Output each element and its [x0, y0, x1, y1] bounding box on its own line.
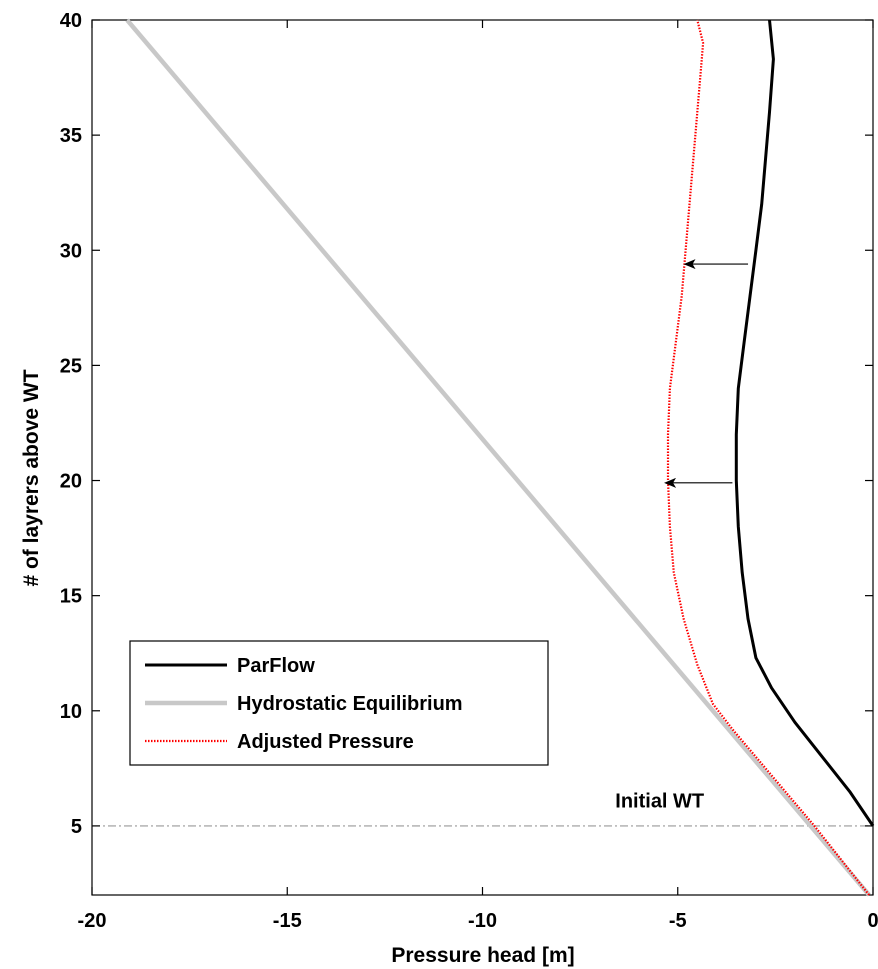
legend-label: ParFlow — [237, 655, 315, 677]
x-tick-label: -5 — [669, 910, 687, 932]
y-axis-title: # of layrers above WT — [20, 369, 43, 586]
series-line-adjusted-pressure — [666, 19, 870, 896]
x-tick-label: 0 — [867, 910, 878, 932]
legend-label: Hydrostatic Equilibrium — [237, 693, 463, 715]
y-tick-label: 20 — [60, 471, 82, 493]
x-tick-label: -15 — [273, 910, 302, 932]
annotation-text: Initial WT — [615, 791, 704, 813]
legend-label: Adjusted Pressure — [237, 731, 414, 753]
y-tick-label: 30 — [60, 240, 82, 262]
x-axis-title: Pressure head [m] — [391, 944, 574, 967]
series-line-parflow — [734, 19, 875, 827]
y-tick-label: 15 — [60, 586, 82, 608]
x-tick-label: -10 — [468, 910, 497, 932]
y-tick-label: 25 — [60, 355, 82, 377]
y-tick-label: 35 — [60, 125, 82, 147]
y-tick-label: 5 — [71, 816, 82, 838]
series-line-hydrostatic-equilibrium — [125, 18, 871, 897]
y-tick-label: 40 — [60, 10, 82, 32]
x-tick-label: -20 — [78, 910, 107, 932]
y-tick-label: 10 — [60, 701, 82, 723]
